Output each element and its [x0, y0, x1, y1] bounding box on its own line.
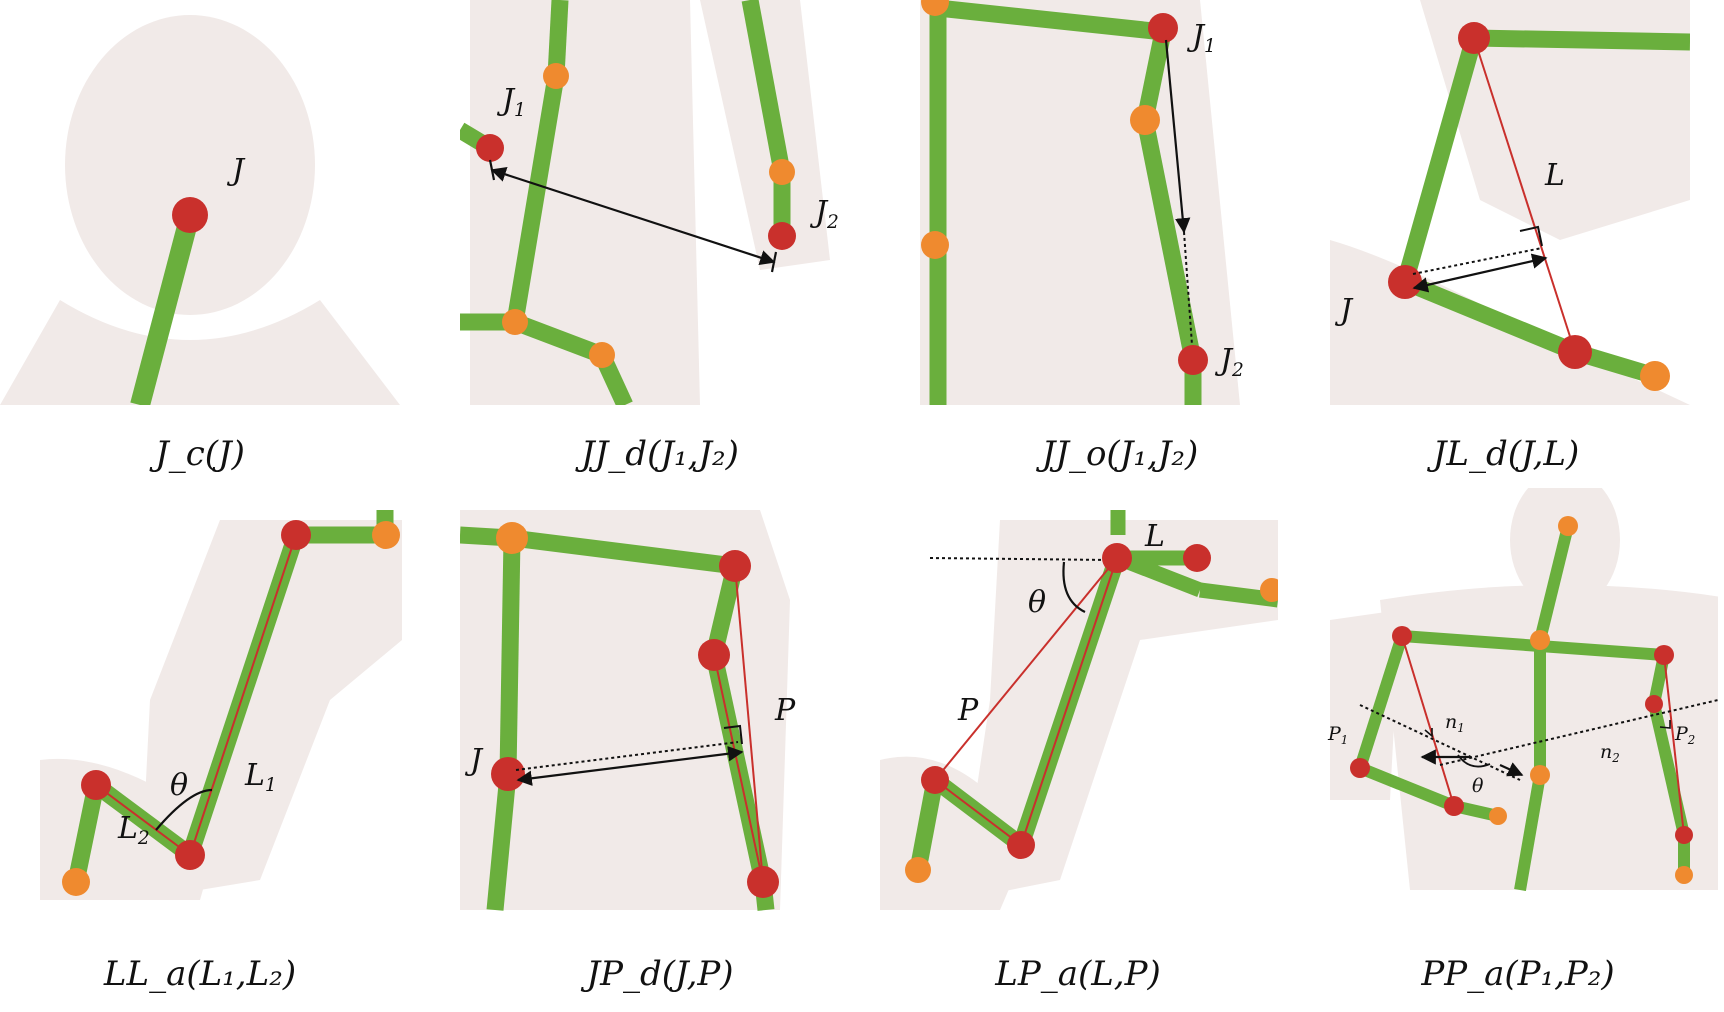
angle-arc	[155, 788, 213, 831]
joint-2-marker	[768, 222, 796, 250]
distance-arrow	[1412, 253, 1548, 293]
orientation-arrow	[1164, 39, 1191, 234]
joint-1-marker	[476, 134, 504, 162]
reference-line	[1473, 37, 1576, 353]
line-1	[189, 534, 297, 856]
panel-line-line-angle: θ L1 L2	[30, 510, 402, 915]
normal-2-label: n2	[1600, 741, 1620, 765]
panel-joint-line-distance: L J	[1318, 0, 1690, 405]
plane-1-label: P1	[1327, 723, 1348, 747]
distance-arrow	[490, 166, 776, 266]
line-2-label: L2	[117, 811, 150, 849]
reference-plane-edge	[734, 565, 764, 883]
line-2	[95, 784, 191, 856]
line-endpoint	[1102, 543, 1132, 573]
distance-arrow	[516, 746, 744, 786]
caption-joint-joint-orientation: JJ_o(J₁,J₂)	[1036, 434, 1199, 474]
panel-joint-joint-distance: J1 J2	[460, 0, 860, 405]
joint-marker	[491, 757, 525, 791]
panel-line-plane-angle: L θ P	[878, 510, 1278, 915]
caption-joint-coordinate: J_c(J)	[149, 434, 245, 474]
panel-joint-coordinate: J	[0, 0, 400, 405]
caption-line-line-angle: LL_a(L₁,L₂)	[103, 954, 296, 994]
line-1-label: L1	[244, 758, 277, 796]
joint-marker	[1388, 265, 1422, 299]
key-joint-marker	[172, 197, 208, 233]
panel-plane-plane-angle: P1 n1 θ n2 P2	[1318, 488, 1718, 893]
theta-label: θ	[1028, 585, 1046, 620]
plane-1-line	[1401, 635, 1455, 807]
caption-joint-joint-distance: JJ_d(J₁,J₂)	[575, 434, 739, 474]
line-label: L	[1144, 519, 1165, 554]
angle-arc	[1062, 561, 1086, 613]
panel-joint-joint-orientation: J1 J2	[920, 0, 1320, 405]
theta-label: θ	[170, 768, 188, 803]
plane-line	[934, 557, 1118, 781]
reference-line	[929, 557, 1111, 561]
plane-label: P	[957, 693, 979, 728]
plane-2-label: P2	[1674, 723, 1695, 747]
caption-joint-line-distance: JL_d(J,L)	[1427, 434, 1580, 474]
caption-plane-plane-angle: PP_a(P₁,P₂)	[1420, 954, 1614, 994]
joint-2-marker	[1178, 345, 1208, 375]
plane-label: P	[774, 693, 796, 728]
normal-1-label: n1	[1445, 711, 1465, 735]
caption-joint-plane-distance: JP_d(J,P)	[580, 954, 733, 994]
theta-label: θ	[1472, 775, 1484, 797]
head-silhouette	[65, 15, 315, 315]
line-label: L	[1544, 158, 1565, 193]
joint-1-marker	[1148, 13, 1178, 43]
caption-line-plane-angle: LP_a(L,P)	[994, 954, 1161, 994]
panel-joint-plane-distance: P J	[460, 510, 860, 915]
plane-2-line	[1663, 654, 1685, 836]
